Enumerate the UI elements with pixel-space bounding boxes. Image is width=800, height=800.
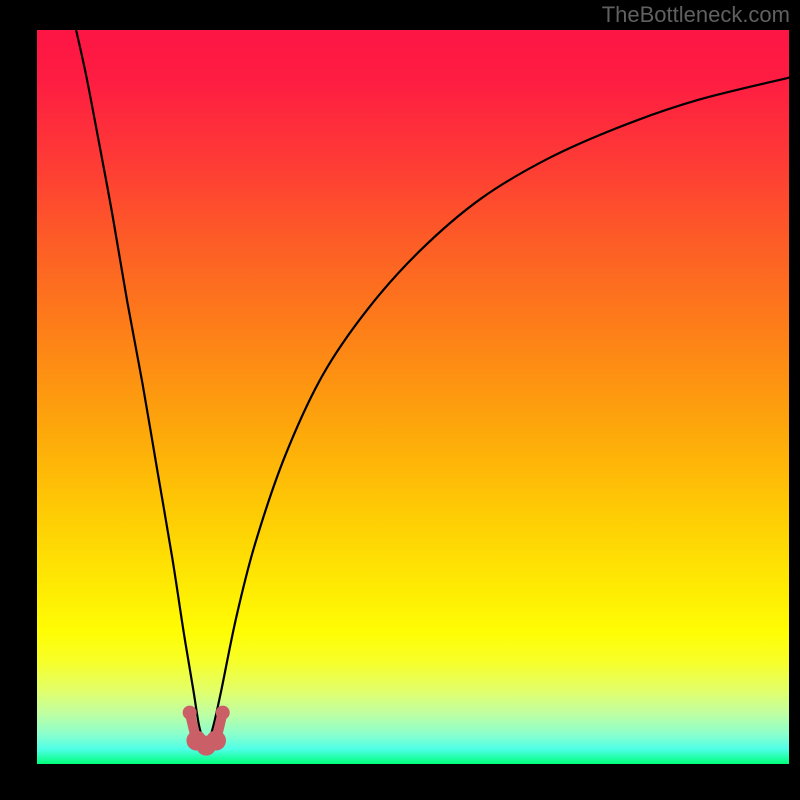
chart-svg [0, 0, 800, 800]
plot-background [37, 30, 789, 764]
watermark-text: TheBottleneck.com [602, 2, 790, 28]
marker-point [183, 706, 197, 720]
chart-container: TheBottleneck.com [0, 0, 800, 800]
marker-point [206, 731, 226, 751]
marker-point [216, 706, 230, 720]
